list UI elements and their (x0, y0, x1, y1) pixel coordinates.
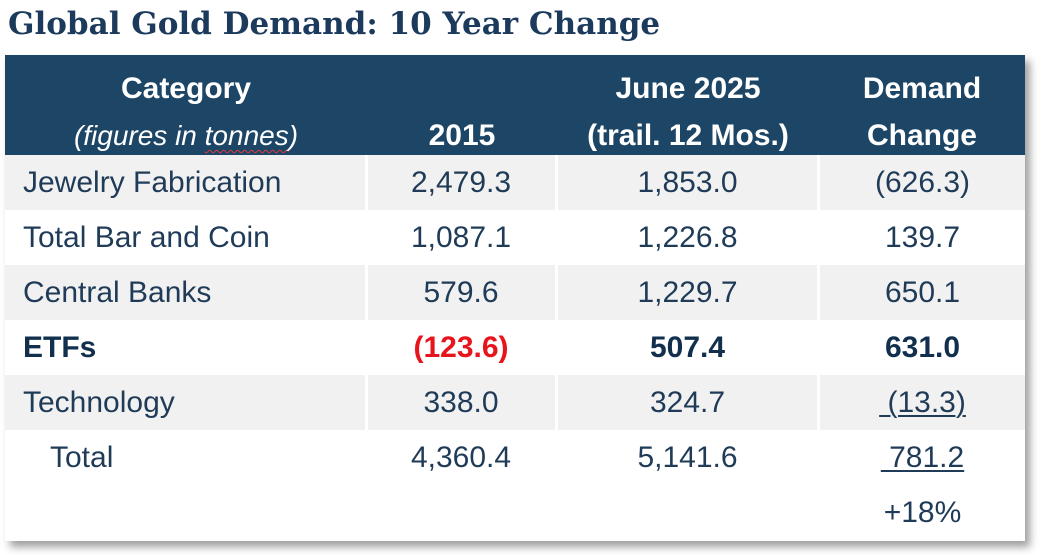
value-june-2025: 1,229.7 (637, 276, 738, 309)
header-demand-change-l2: Change (866, 119, 977, 152)
value-june-2025: 507.4 (649, 331, 726, 364)
header-2015-label: 2015 (428, 119, 496, 152)
row-label: Jewelry Fabrication (23, 166, 282, 199)
table-row-central-banks: Central Banks 579.6 1,229.7 650.1 (5, 265, 1025, 320)
value-june-2025: 1,226.8 (637, 221, 738, 254)
percent-change: +18% (883, 496, 962, 529)
header-demand-change: Demand Change (819, 55, 1025, 155)
table-row-etfs: ETFs (123.6) 507.4 631.0 (5, 320, 1025, 375)
value-2015: 4,360.4 (410, 441, 512, 474)
value-june-2025: 324.7 (649, 386, 726, 419)
row-label: Total Bar and Coin (23, 221, 270, 254)
header-category: Category (figures in tonnes) (5, 55, 367, 155)
value-change: (13.3) (879, 386, 966, 419)
value-2015-negative: (123.6) (413, 331, 509, 364)
value-change: 781.2 (880, 441, 965, 474)
header-category-note: (figures in tonnes) (73, 120, 299, 151)
table-row-bar-coin: Total Bar and Coin 1,087.1 1,226.8 139.7 (5, 210, 1025, 265)
value-2015: 579.6 (423, 276, 499, 309)
value-2015: 1,087.1 (410, 221, 512, 254)
value-change: 139.7 (884, 221, 961, 254)
header-category-label: Category (120, 72, 252, 105)
gold-demand-table: Category (figures in tonnes) 2015 June 2… (5, 55, 1025, 541)
value-june-2025: 5,141.6 (637, 441, 738, 474)
table-row-percent: +18% (5, 485, 1025, 540)
row-label: Total (50, 441, 114, 474)
page-title: Global Gold Demand: 10 Year Change (8, 6, 661, 42)
value-june-2025: 1,853.0 (637, 166, 738, 199)
row-label: ETFs (23, 331, 97, 364)
value-change: 650.1 (884, 276, 961, 309)
table-header: Category (figures in tonnes) 2015 June 2… (5, 55, 1025, 155)
row-label: Technology (23, 386, 175, 419)
value-2015: 338.0 (423, 386, 499, 419)
table-row-total: Total 4,360.4 5,141.6 781.2 (5, 430, 1025, 485)
header-june-2025: June 2025 (trail. 12 Mos.) (557, 55, 819, 155)
header-june-2025-sublabel: (trail. 12 Mos.) (587, 119, 789, 152)
table-row-technology: Technology 338.0 324.7 (13.3) (5, 375, 1025, 430)
row-label: Central Banks (23, 276, 212, 309)
value-2015: 2,479.3 (410, 166, 512, 199)
header-2015: 2015 (367, 55, 557, 155)
value-change: (626.3) (874, 166, 971, 199)
header-june-2025-label: June 2025 (615, 72, 761, 105)
table-row-jewelry: Jewelry Fabrication 2,479.3 1,853.0 (626… (5, 155, 1025, 210)
value-change: 631.0 (884, 331, 961, 364)
header-demand-change-l1: Demand (862, 72, 982, 105)
